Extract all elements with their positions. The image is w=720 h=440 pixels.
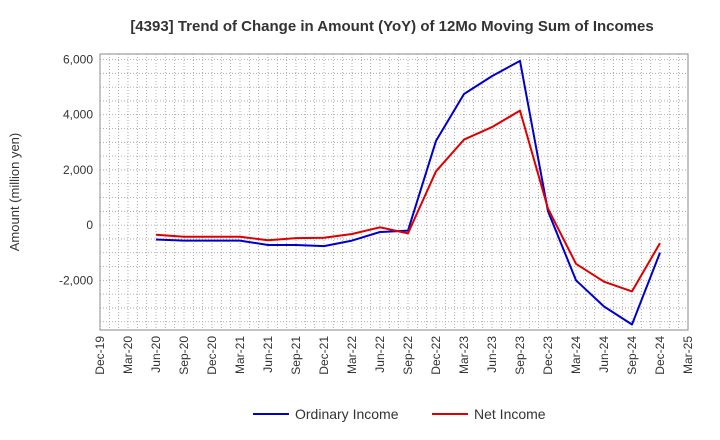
series-line-ordinary-income	[155, 59, 661, 326]
x-tick-label: Mar-25	[681, 336, 695, 374]
x-tick-label: Sep-21	[289, 336, 303, 375]
chart-title: [4393] Trend of Change in Amount (YoY) o…	[130, 18, 653, 35]
x-tick-label: Mar-21	[233, 336, 247, 374]
x-tick-label: Jun-23	[485, 336, 499, 373]
x-tick-label: Sep-20	[177, 336, 191, 375]
x-tick-label: Mar-23	[457, 336, 471, 374]
x-tick-label: Jun-22	[373, 336, 387, 373]
x-axis-ticks: Dec-19 Mar-20 Jun-20 Sep-20 Dec-20 Mar-21 Jun-…	[93, 336, 695, 375]
y-tick-label: 0	[86, 218, 93, 232]
x-tick-label: Sep-22	[401, 336, 415, 375]
plot-frame	[99, 53, 689, 331]
x-tick-label: Mar-24	[569, 336, 583, 374]
y-tick-label: 4,000	[63, 108, 93, 122]
legend-label: Net Income	[474, 406, 546, 422]
legend: Ordinary Income Net Income	[253, 406, 546, 422]
x-tick-label: Jun-20	[149, 336, 163, 373]
x-tick-label: Dec-19	[93, 336, 107, 375]
series-line-net-income	[155, 109, 661, 293]
x-tick-label: Dec-24	[653, 336, 667, 375]
x-tick-label: Mar-22	[345, 336, 359, 374]
x-tick-label: Mar-20	[121, 336, 135, 374]
grid-lines	[99, 54, 688, 330]
x-tick-label: Jun-21	[261, 336, 275, 373]
plot-area	[99, 53, 689, 331]
x-tick-label: Sep-24	[625, 336, 639, 375]
x-tick-label: Dec-21	[317, 336, 331, 375]
y-tick-label: 6,000	[63, 53, 93, 67]
x-tick-label: Sep-23	[513, 336, 527, 375]
y-axis-ticks: -2,000 0 2,000 4,000 6,000	[59, 53, 93, 288]
x-tick-label: Jun-24	[597, 336, 611, 373]
y-tick-label: -2,000	[59, 273, 93, 287]
x-tick-label: Dec-23	[541, 336, 555, 375]
y-tick-label: 2,000	[63, 163, 93, 177]
legend-label: Ordinary Income	[295, 406, 399, 422]
series-lines	[155, 59, 661, 326]
x-tick-label: Dec-22	[429, 336, 443, 375]
x-tick-label: Dec-20	[205, 336, 219, 375]
y-axis-label: Amount (million yen)	[7, 133, 22, 252]
